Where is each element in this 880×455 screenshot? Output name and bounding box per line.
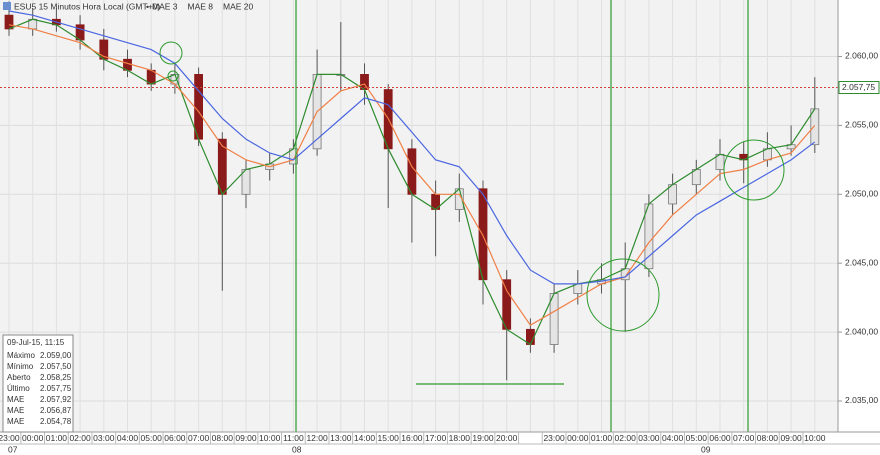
x-tick-label: 12:00 [306,433,328,443]
instrument-icon [3,2,11,10]
day-label: 09 [701,444,711,454]
candle-body [549,293,559,345]
x-tick-label: 16:00 [401,433,423,443]
x-tick-label: 14:00 [354,433,376,443]
info-value: 2.057,92 [40,395,72,404]
x-tick-label: 08:00 [212,433,234,443]
annotations [159,0,785,432]
axes: 2.035,00 2.040,00 2.045,00 2.050,00 2.055,00… [0,51,880,444]
legend-entry: MAE 8 [188,1,214,11]
x-tick-label: 09:00 [235,433,257,443]
x-tick-label: 02:00 [69,433,91,443]
y-tick-label: 2.045,00 [845,257,878,267]
x-tick-label: 07:00 [733,433,755,443]
day-label: 08 [292,444,302,454]
info-title: 09-Jul-15, 11:15 [7,338,65,347]
circle-annotation [167,70,179,82]
info-label: Aberto [7,373,31,382]
x-tick-label: 20:00 [496,433,518,443]
candle-body [407,148,417,195]
y-tick-label: 2.035,00 [845,395,878,405]
info-value: 2.059,00 [40,351,72,360]
x-tick-label: 01:00 [591,433,613,443]
legend: ESU5 15 Minutos Hora Local (GMT+0) • MAE … [3,1,254,11]
circle-annotation [586,258,660,332]
ma-line [8,24,816,327]
info-value: 2.056,87 [40,406,72,415]
info-value: 2.057,75 [40,384,72,393]
info-value: 2.058,25 [40,373,72,382]
x-tick-label: 06:00 [709,433,731,443]
y-tick-label: 2.050,00 [845,189,878,199]
info-panel: 09-Jul-15, 11:15 Máximo 2.059,00 Mínimo 2.0… [2,334,74,433]
x-tick-label: 15:00 [378,433,400,443]
candle-body [478,188,488,281]
x-tick-label: 06:00 [164,433,186,443]
candle-body [502,279,512,330]
x-tick-label: 05:00 [686,433,708,443]
x-tick-label: 03:00 [93,433,115,443]
x-tick-label: 04:00 [662,433,684,443]
info-value: 2.054,78 [40,417,72,426]
x-tick-label: 18:00 [449,433,471,443]
info-label: MAE [7,395,24,404]
legend-items: • MAE 3 MAE 8 MAE 20 [146,1,254,11]
ma-line [8,18,816,346]
x-tick-label: 23:00 [0,433,20,443]
x-tick-label: 09:00 [780,433,802,443]
current-price-label: 2.057,75 [842,82,875,92]
chart-title: ESU5 15 Minutos Hora Local (GMT+0) [14,1,160,11]
info-label: Último [7,384,30,393]
info-label: MAE [7,406,24,415]
x-tick-label: 02:00 [615,433,637,443]
plot-area [0,0,838,432]
x-tick-label: 05:00 [141,433,163,443]
y-tick-label: 2.040,00 [845,326,878,336]
x-tick-label: 17:00 [425,433,447,443]
x-tick-label: 11:00 [283,433,304,443]
info-label: MAE [7,417,24,426]
y-tick-label: 2.060,00 [845,51,878,61]
ma-line [8,10,816,285]
info-value: 2.057,50 [40,362,72,371]
legend-entry: MAE 3 [152,1,178,11]
x-tick-label: 07:00 [188,433,210,443]
x-tick-label: 08:00 [757,433,779,443]
x-tick-label: 23:00 [543,433,565,443]
marks [0,1,838,381]
day-label: 07 [8,444,18,454]
x-tick-label: 00:00 [567,433,589,443]
x-tick-label: 01:00 [46,433,68,443]
x-tick-label: 04:00 [117,433,139,443]
x-tick-label: 10:00 [259,433,281,443]
y-tick-label: 2.055,00 [845,120,878,130]
x-tick-label: 03:00 [638,433,660,443]
legend-entry: MAE 20 [223,1,254,11]
x-tick-label: 19:00 [472,433,494,443]
candle-body [194,74,204,140]
info-label: Máximo [7,351,36,360]
x-tick-label: 10:00 [804,433,826,443]
info-panel-box [2,334,74,433]
legend-bullet: • [146,1,149,11]
candle-body [4,14,14,30]
current-price-box [838,81,880,95]
candle-body [810,108,820,146]
x-tick-label: 13:00 [330,433,352,443]
info-label: Mínimo [7,362,34,371]
x-tick-label: 00:00 [22,433,44,443]
circle-annotation [723,139,785,201]
circle-annotation [159,41,183,65]
